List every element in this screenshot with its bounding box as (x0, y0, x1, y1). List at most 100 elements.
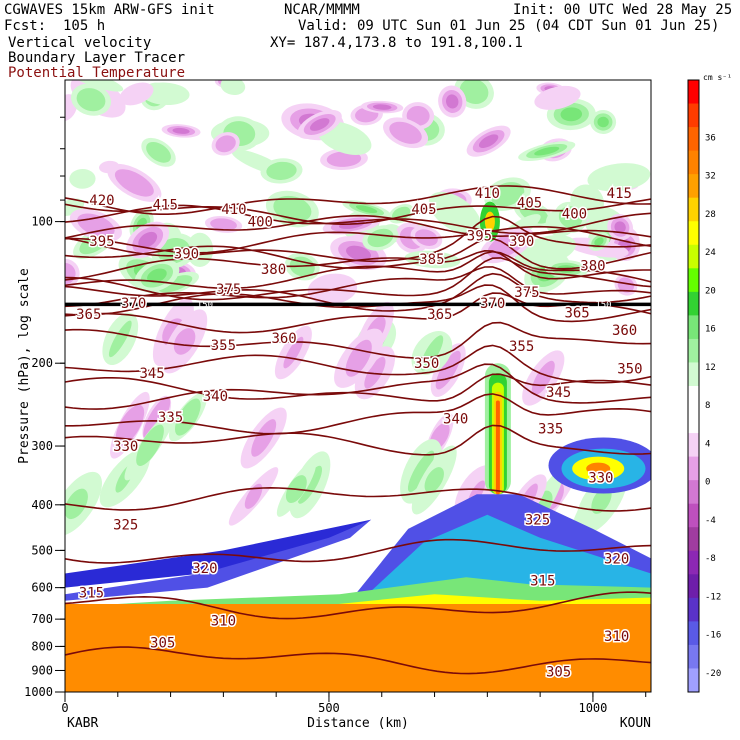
vertical-velocity-cell (136, 424, 164, 467)
theta-label: 370 (121, 296, 146, 312)
field-boundary-layer-tracer: Boundary Layer Tracer (8, 50, 186, 66)
colorbar-segment (688, 127, 699, 152)
theta-label: 350 (617, 361, 642, 377)
colorbar-segment (688, 103, 699, 128)
colorbar-segment (688, 80, 699, 105)
vertical-velocity-cell (244, 483, 263, 509)
vertical-velocity-cell (119, 82, 154, 106)
theta-label: 315 (530, 574, 555, 590)
colorbar-label: -16 (705, 631, 721, 641)
colorbar-label: 8 (705, 401, 710, 411)
vertical-velocity-cell (138, 231, 158, 248)
colorbar-label: 24 (705, 248, 716, 258)
boundary-layer-tracer (65, 519, 372, 601)
theta-label: 365 (427, 307, 452, 323)
boundary-layer-tracer (360, 514, 651, 601)
colorbar-label: 0 (705, 478, 710, 488)
colorbar-segment (688, 244, 699, 269)
theta-label: 305 (546, 665, 571, 681)
colorbar-label: -4 (705, 516, 716, 526)
colorbar-segment (688, 362, 699, 387)
theta-label: 415 (607, 186, 632, 202)
y-tick-label: 800 (31, 639, 53, 653)
theta-label: 420 (89, 193, 114, 209)
theta-label: 320 (604, 551, 629, 567)
y-tick-label: 500 (31, 543, 53, 557)
vertical-velocity-cell (157, 237, 190, 264)
vertical-velocity-cell (215, 135, 236, 153)
potential-temperature-contour (65, 198, 651, 226)
potential-temperature-contour (65, 292, 651, 334)
vertical-velocity-cell (146, 141, 171, 163)
vertical-velocity-cell (220, 80, 246, 96)
colorbar-label: -12 (705, 592, 721, 602)
vertical-velocity-cell (172, 127, 190, 134)
vertical-velocity-cell (407, 450, 435, 493)
vertical-velocity-cell (173, 328, 196, 355)
x-tick-label: 0 (61, 701, 68, 715)
theta-label: 330 (113, 439, 138, 455)
cross-section-endpoints: XY= 187.4,173.8 to 191.8,100.1 (270, 35, 523, 51)
colorbar-segment (688, 221, 699, 246)
forecast-hour: Fcst: 105 h (4, 18, 106, 34)
theta-label: 395 (467, 228, 492, 244)
potential-temperature-contour (65, 486, 651, 512)
theta-label: 380 (261, 262, 286, 278)
x-tick-label: 1000 (578, 701, 607, 715)
theta-label: 325 (525, 513, 550, 529)
vertical-velocity-cell (345, 339, 372, 377)
vertical-velocity-cell (614, 221, 626, 234)
colorbar-segment (688, 597, 699, 622)
y-tick-label: 100 (31, 215, 53, 229)
vertical-velocity-cell (560, 107, 583, 122)
vertical-velocity-cell (372, 104, 392, 110)
colorbar-segment (688, 480, 699, 505)
y-axis-label: Pressure (hPa), log scale (17, 268, 32, 464)
vertical-velocity-cell (420, 335, 444, 371)
colorbar-segment (688, 174, 699, 199)
vertical-velocity-cell (283, 336, 304, 369)
vertical-velocity-cell (428, 191, 481, 235)
colorbar-segment (688, 527, 699, 552)
field-vertical-velocity: Vertical velocity (8, 35, 152, 51)
potential-temperature-contour (65, 321, 651, 359)
theta-label: 360 (271, 331, 296, 347)
potential-temperature-contour (65, 257, 651, 301)
theta-label: 405 (517, 195, 542, 211)
vertical-velocity-cell (591, 487, 612, 514)
colorbar-label: -20 (705, 669, 721, 679)
theta-label: 355 (211, 338, 236, 354)
theta-label: 315 (79, 586, 104, 602)
vertical-velocity-cell (446, 94, 459, 109)
vertical-velocity-cell (114, 169, 154, 197)
theta-label: 310 (211, 614, 236, 630)
model-name: CGWAVES 15km ARW-GFS init (4, 2, 215, 18)
vertical-velocity-cell (478, 134, 499, 149)
vertical-velocity-cell (346, 245, 371, 261)
potential-temperature-contour (65, 272, 651, 312)
potential-temperature-contour (65, 373, 651, 402)
theta-label: 405 (411, 202, 436, 218)
vertical-velocity-cell (404, 250, 461, 269)
vertical-velocity-cell (108, 320, 132, 358)
colorbar-segment (688, 668, 699, 693)
vertical-velocity-cell (76, 88, 106, 112)
theta-label: 335 (158, 410, 183, 426)
colorbar-segment (688, 433, 699, 458)
colorbar-segment (688, 268, 699, 293)
theta-label: 390 (509, 234, 534, 250)
potential-temperature-contour (65, 215, 651, 263)
x-tick-label: 500 (318, 701, 340, 715)
y-tick-label: 300 (31, 439, 53, 453)
vertical-velocity-cell (558, 206, 583, 229)
colorbar-segment (688, 503, 699, 528)
vertical-velocity-cell (490, 182, 525, 207)
elevated-tracer-blob (586, 462, 611, 475)
theta-label: 375 (216, 282, 241, 298)
y-tick-label: 600 (31, 581, 53, 595)
theta-label: 380 (580, 259, 605, 275)
theta-label: 370 (480, 296, 505, 312)
vertical-velocity-cell (597, 116, 609, 128)
